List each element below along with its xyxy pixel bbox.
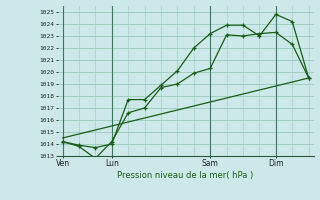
- X-axis label: Pression niveau de la mer( hPa ): Pression niveau de la mer( hPa ): [117, 171, 254, 180]
